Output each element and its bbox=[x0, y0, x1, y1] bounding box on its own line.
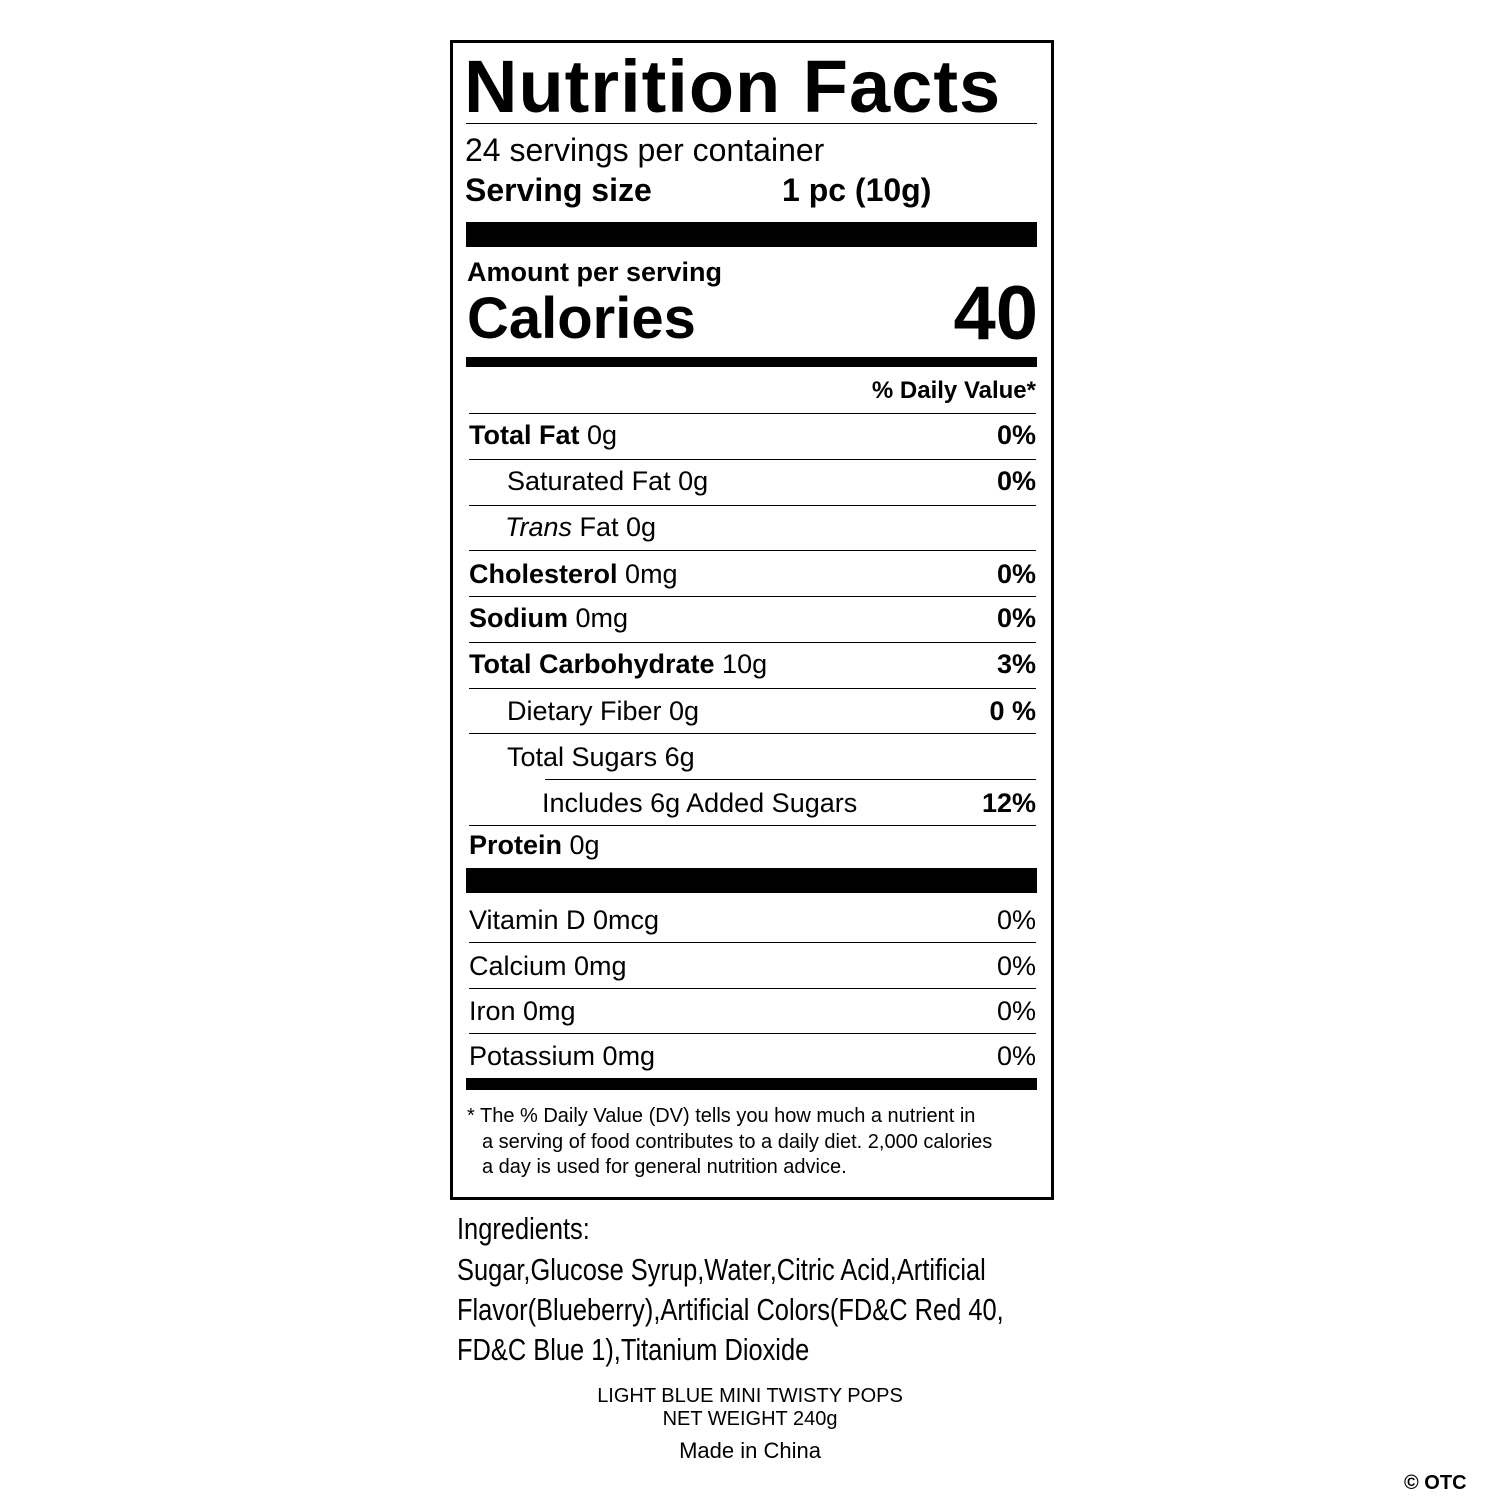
nutrient-dv: 0% bbox=[996, 466, 1036, 496]
thick-divider bbox=[466, 868, 1037, 893]
thick-divider bbox=[466, 1078, 1037, 1090]
nutrient-row-cholesterol: Cholesterol 0mg 0% bbox=[469, 552, 1036, 596]
divider bbox=[469, 825, 1036, 826]
nutrient-name: Trans bbox=[505, 512, 573, 542]
title: Nutrition Facts bbox=[464, 45, 1002, 128]
divider bbox=[469, 642, 1036, 643]
nutrient-row-total-sugars: Total Sugars 6g bbox=[469, 735, 1036, 779]
medium-divider bbox=[466, 357, 1037, 367]
vitamin-dv: 0% bbox=[996, 1041, 1036, 1071]
nutrient-row-sodium: Sodium 0mg 0% bbox=[469, 596, 1036, 640]
calories-label: Calories bbox=[467, 286, 696, 351]
nutrient-dv: 0 % bbox=[989, 696, 1036, 726]
nutrient-amount: 0g bbox=[569, 830, 600, 860]
nutrient-amount: 0mg bbox=[575, 603, 629, 633]
nutrient-name: Total Fat bbox=[469, 420, 580, 450]
product-name: LIGHT BLUE MINI TWISTY POPS bbox=[597, 1385, 903, 1407]
nutrient-dv: 0% bbox=[996, 420, 1036, 450]
divider bbox=[469, 942, 1036, 943]
ingredients-list: Sugar,Glucose Syrup,Water,Citric Acid,Ar… bbox=[457, 1250, 1004, 1370]
vitamin-row: Potassium 0mg 0% bbox=[469, 1034, 1036, 1078]
divider bbox=[469, 596, 1036, 597]
nutrient-row-protein: Protein 0g bbox=[469, 823, 1036, 867]
divider bbox=[466, 123, 1037, 124]
amount-per-serving: Amount per serving bbox=[467, 257, 723, 287]
daily-value-header: % Daily Value* bbox=[871, 377, 1036, 404]
nutrient-amount: Fat 0g bbox=[579, 512, 657, 542]
vitamin-dv: 0% bbox=[996, 905, 1036, 935]
footnote-line: a serving of food contributes to a daily… bbox=[482, 1130, 993, 1153]
footnote: * The % Daily Value (DV) tells you how m… bbox=[467, 1104, 992, 1181]
nutrient-name: Sodium bbox=[469, 603, 568, 633]
nutrient-amount: 10g bbox=[722, 649, 768, 679]
thick-divider bbox=[466, 222, 1037, 247]
net-weight: NET WEIGHT 240g bbox=[662, 1408, 838, 1430]
nutrient-row-saturated-fat: Saturated Fat 0g 0% bbox=[469, 459, 1036, 503]
divider bbox=[469, 733, 1036, 734]
divider bbox=[469, 413, 1036, 414]
nutrient-name: Dietary Fiber 0g bbox=[507, 696, 700, 726]
divider bbox=[545, 779, 1036, 780]
nutrient-row-dietary-fiber: Dietary Fiber 0g 0 % bbox=[469, 689, 1036, 733]
nutrient-dv: 0% bbox=[996, 603, 1036, 633]
origin: Made in China bbox=[679, 1438, 821, 1463]
nutrient-name: Cholesterol bbox=[469, 559, 618, 589]
ingredients-line: Flavor(Blueberry),Artificial Colors(FD&C… bbox=[457, 1292, 1004, 1327]
divider bbox=[469, 550, 1036, 551]
nutrient-name: Total Sugars 6g bbox=[507, 742, 695, 772]
ingredients-line: Sugar,Glucose Syrup,Water,Citric Acid,Ar… bbox=[457, 1252, 986, 1287]
nutrient-amount: 0g bbox=[587, 420, 618, 450]
footnote-line: a day is used for general nutrition advi… bbox=[482, 1156, 847, 1178]
otc-watermark-logo: © OTC bbox=[1404, 1472, 1467, 1494]
nutrient-row-trans-fat: Trans Fat 0g bbox=[469, 505, 1036, 549]
vitamin-name: Iron 0mg bbox=[469, 996, 576, 1026]
vitamin-name: Vitamin D 0mcg bbox=[469, 905, 660, 935]
divider bbox=[469, 459, 1036, 460]
nutrient-row-total-fat: Total Fat 0g 0% bbox=[469, 413, 1036, 457]
divider bbox=[469, 1033, 1036, 1034]
nutrient-dv: 3% bbox=[996, 649, 1036, 679]
vitamin-row: Calcium 0mg 0% bbox=[469, 944, 1036, 988]
vitamin-name: Calcium 0mg bbox=[469, 951, 627, 981]
divider bbox=[469, 505, 1036, 506]
nutrient-amount: 0mg bbox=[625, 559, 678, 589]
servings-per-container: 24 servings per container bbox=[465, 132, 825, 168]
calories-value: 40 bbox=[953, 271, 1038, 356]
nutrition-facts-panel bbox=[450, 40, 1054, 1200]
vitamin-row: Iron 0mg 0% bbox=[469, 989, 1036, 1033]
nutrient-row-total-carbohydrate: Total Carbohydrate 10g 3% bbox=[469, 642, 1036, 686]
serving-size-label: Serving size bbox=[465, 172, 652, 208]
nutrient-row-added-sugars: Includes 6g Added Sugars 12% bbox=[469, 781, 1036, 825]
divider bbox=[469, 688, 1036, 689]
nutrient-dv: 12% bbox=[981, 788, 1036, 818]
divider bbox=[469, 988, 1036, 989]
nutrient-name: Total Carbohydrate bbox=[469, 649, 715, 679]
nutrient-name: Includes 6g Added Sugars bbox=[542, 788, 858, 818]
serving-size-value: 1 pc (10g) bbox=[782, 172, 932, 208]
nutrient-name: Protein bbox=[469, 830, 563, 860]
vitamin-dv: 0% bbox=[996, 951, 1036, 981]
vitamin-name: Potassium 0mg bbox=[469, 1041, 656, 1071]
ingredients-line: FD&C Blue 1),Titanium Dioxide bbox=[457, 1332, 810, 1367]
nutrient-name: Saturated Fat 0g bbox=[507, 466, 709, 496]
ingredients-label: Ingredients: bbox=[457, 1211, 590, 1246]
vitamin-dv: 0% bbox=[996, 996, 1036, 1026]
nutrient-dv: 0% bbox=[996, 559, 1036, 589]
footnote-line: * The % Daily Value (DV) tells you how m… bbox=[467, 1105, 976, 1127]
vitamin-row: Vitamin D 0mcg 0% bbox=[469, 898, 1036, 942]
